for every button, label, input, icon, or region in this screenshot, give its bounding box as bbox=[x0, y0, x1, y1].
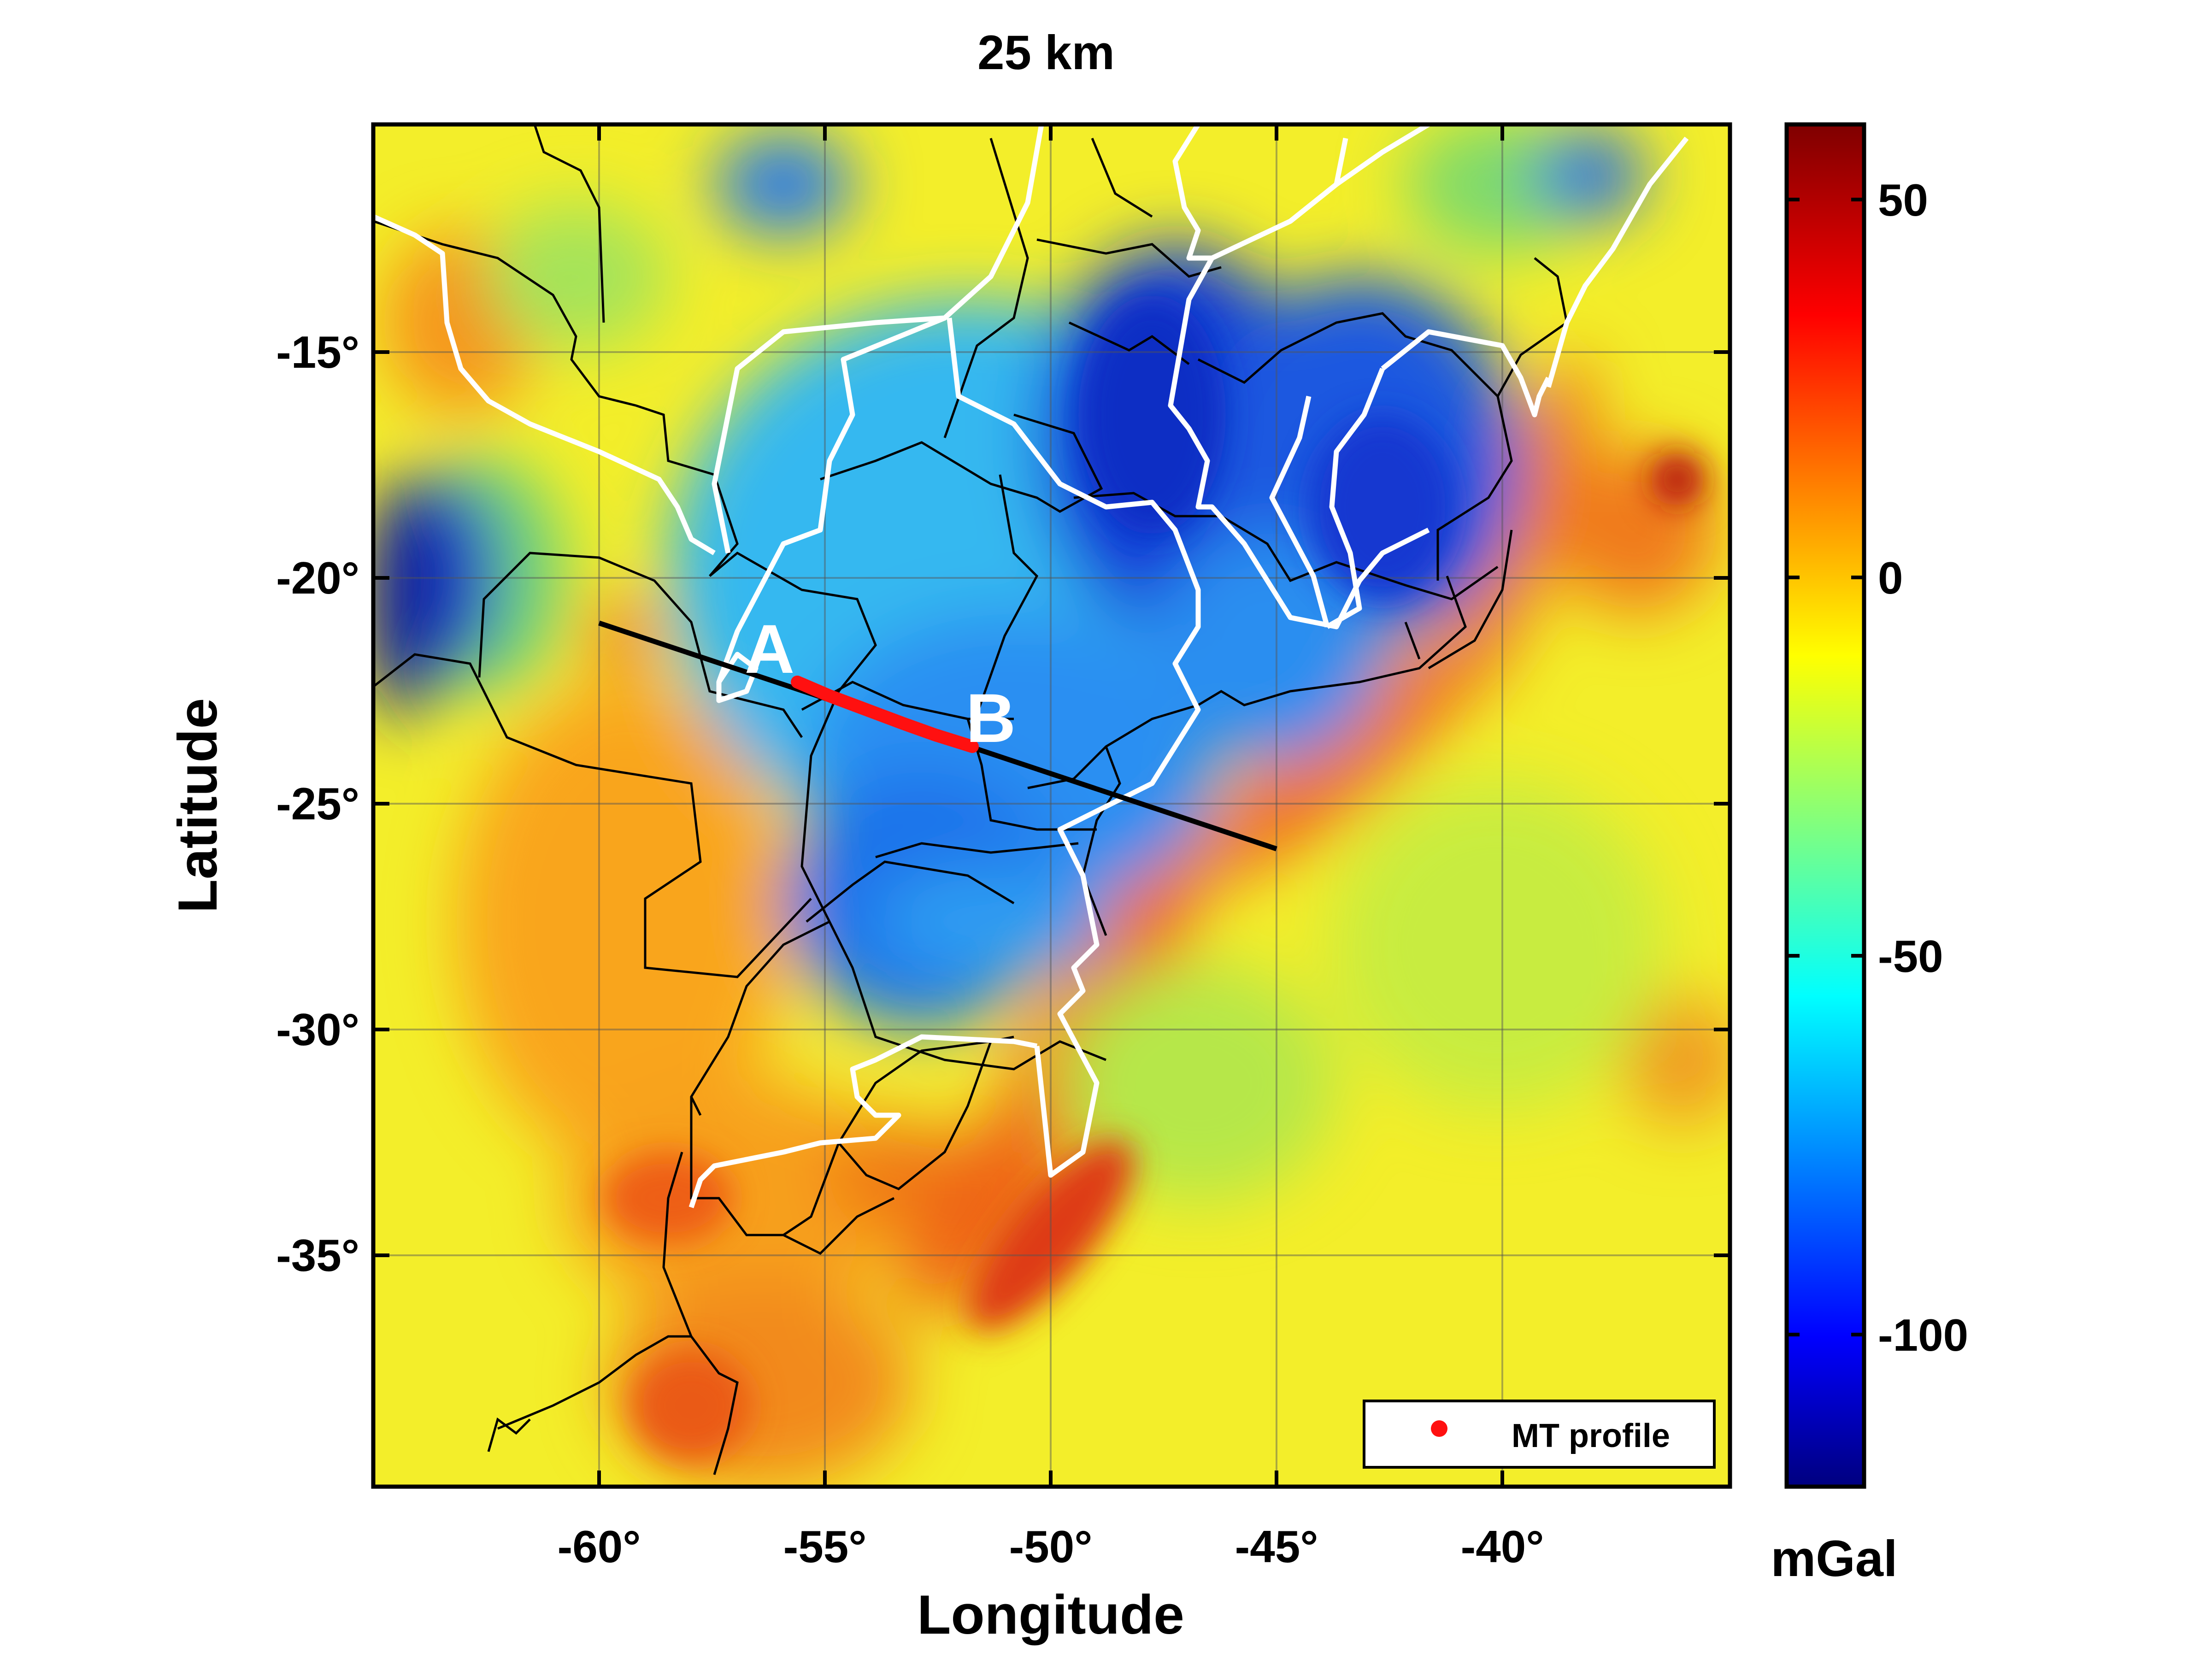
point-label-b: B bbox=[966, 679, 1016, 757]
y-axis-title: Latitude bbox=[167, 698, 229, 913]
mt-profile-stations bbox=[791, 676, 979, 753]
colorbar-tick-label: 50 bbox=[1878, 175, 1928, 225]
point-label-a: A bbox=[745, 610, 794, 688]
y-tick-label: -35° bbox=[276, 1230, 359, 1281]
colorbar-tick-label: -100 bbox=[1878, 1310, 1968, 1360]
colorbar: 50 0 -50 -100 bbox=[1784, 122, 1968, 1489]
map-title: 25 km bbox=[977, 26, 1115, 80]
y-tick-label: -15° bbox=[276, 327, 359, 377]
colorbar-tick-label: 0 bbox=[1878, 553, 1903, 603]
legend-label: MT profile bbox=[1512, 1418, 1670, 1454]
x-tick-label: -60° bbox=[558, 1521, 641, 1572]
map-legend: MT profile bbox=[1363, 1400, 1716, 1469]
colorbar-tick-label: -50 bbox=[1878, 931, 1943, 982]
x-tick-label: -45° bbox=[1235, 1521, 1318, 1572]
legend-marker bbox=[1431, 1420, 1447, 1437]
terrane-boundaries bbox=[373, 124, 1689, 1208]
x-tick-label: -40° bbox=[1461, 1521, 1544, 1572]
gravity-anomaly-field: A B MT profile bbox=[373, 124, 1730, 1487]
y-tick-label: -25° bbox=[276, 778, 359, 829]
y-tick-labels: -15° -20° -25° -30° -35° bbox=[276, 327, 359, 1281]
x-axis-title: Longitude bbox=[917, 1584, 1184, 1646]
y-tick-label: -30° bbox=[276, 1004, 359, 1055]
axis-ticks bbox=[373, 124, 1730, 1487]
y-tick-label: -20° bbox=[276, 553, 359, 603]
x-tick-labels: -60° -55° -50° -45° -40° bbox=[558, 1521, 1544, 1572]
colorbar-unit-label: mGal bbox=[1771, 1530, 1897, 1587]
x-tick-label: -50° bbox=[1009, 1521, 1093, 1572]
x-tick-label: -55° bbox=[783, 1521, 867, 1572]
